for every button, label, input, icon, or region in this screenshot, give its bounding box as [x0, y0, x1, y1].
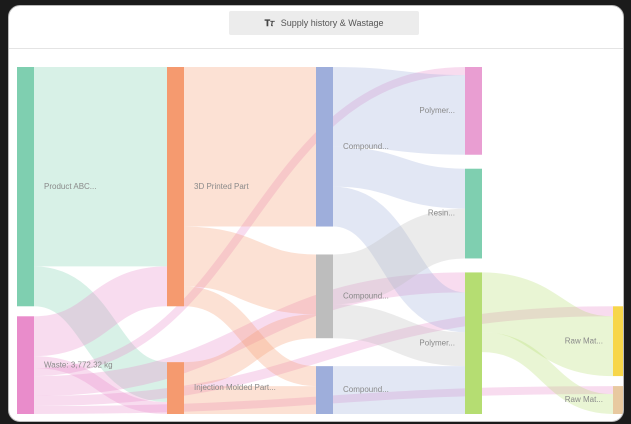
node-label: Injection Molded Part... [194, 383, 276, 392]
link [480, 272, 615, 377]
title-icon: 𝐓𝜏 [264, 17, 275, 28]
node [465, 272, 482, 414]
separator [9, 48, 623, 49]
node [613, 386, 623, 414]
link [33, 67, 466, 377]
link [332, 146, 466, 209]
sankey: Product ABC... Waste: 3,772.32 kg 3D Print… [17, 66, 623, 415]
node [167, 67, 184, 307]
link [183, 286, 317, 387]
link [33, 306, 614, 407]
node [17, 316, 34, 414]
node-label: Compound... [343, 142, 389, 151]
node-label: Compound... [343, 291, 389, 300]
node-label: Raw Mat... [565, 395, 603, 404]
title-bar: 𝐓𝜏 Supply history & Wastage [229, 11, 419, 35]
link [331, 186, 467, 333]
link [331, 208, 467, 305]
panel: 𝐓𝜏 Supply history & Wastage Product ABC.… [8, 5, 624, 422]
link [33, 356, 168, 415]
node-label: Product ABC... [44, 182, 96, 191]
node [613, 306, 623, 377]
node [316, 366, 333, 414]
node [17, 67, 34, 307]
link [332, 67, 466, 155]
link [33, 266, 168, 357]
node-label: Resin... [428, 209, 455, 218]
node-label: 3D Printed Part [194, 182, 249, 191]
link [332, 304, 466, 367]
node [316, 67, 333, 227]
link [183, 314, 317, 387]
node-label: Raw Mat... [565, 336, 603, 345]
link [32, 266, 169, 403]
node-label: Compound... [343, 385, 389, 394]
node [465, 168, 482, 259]
node-label: Waste: 3,772.32 kg [44, 360, 113, 369]
link [33, 272, 466, 397]
link [183, 226, 317, 315]
node [167, 362, 184, 414]
node-label: Polymer... [419, 338, 455, 347]
chart-title: Supply history & Wastage [280, 18, 384, 28]
link [481, 332, 614, 415]
node [465, 67, 482, 155]
node [316, 254, 333, 339]
links [32, 66, 615, 415]
node-label: Polymer... [419, 106, 455, 115]
